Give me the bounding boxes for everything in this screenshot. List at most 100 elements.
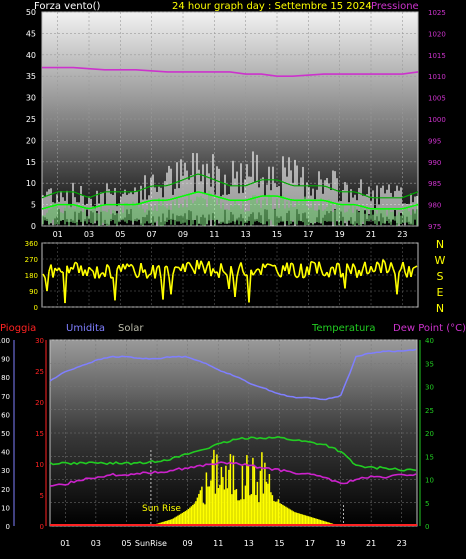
x-tick: 21 [366,539,376,548]
x-tick: 09 [178,230,188,239]
y-tick-left: 45 [26,29,36,38]
compass-label: S [437,270,444,283]
x-tick: 23 [397,230,407,239]
y-tick-temperature: 0 [425,523,429,531]
y-tick-right: 1015 [428,52,446,60]
y-tick-right: 1025 [428,9,446,17]
compass-label: W [435,254,446,267]
x-tick: 23 [397,539,407,548]
x-tick: 15 [274,539,284,548]
x-tick: 11 [209,230,219,239]
y-tick-left: 50 [26,8,36,17]
legend-item: Temperatura [311,323,376,334]
y-tick-humidity: 50 [1,430,10,438]
x-tick: 07 [147,230,157,239]
x-tick: 15 [272,230,282,239]
y-tick-rain: 25 [35,368,44,376]
direction-segment [337,263,339,264]
y-tick-humidity: 0 [6,523,10,531]
y-tick-rain: 20 [35,399,44,407]
x-tick: 21 [366,230,376,239]
x-tick: 05 [115,230,125,239]
y-tick: 180 [25,272,38,280]
y-tick-left: 35 [26,72,36,81]
y-tick: 360 [25,240,38,248]
y-tick: 0 [34,304,38,312]
legend-item: Solar [118,323,144,334]
y-tick-humidity: 60 [1,411,10,419]
y-tick-left: 40 [26,51,36,60]
y-tick-humidity: 40 [1,449,10,457]
y-tick: 270 [25,256,38,264]
direction-segment [415,266,417,267]
x-tick: 01 [60,539,70,548]
x-tick: 11 [213,539,223,548]
pressure-label: Pressione [371,1,419,12]
x-tick: 13 [241,230,251,239]
y-tick-left: 25 [26,115,36,124]
y-tick-humidity: 80 [1,374,10,382]
x-tick: 19 [335,230,345,239]
direction-segment [271,265,273,266]
y-tick-temperature: 10 [425,477,434,485]
direction-segment [149,274,151,275]
direction-segment [269,264,271,265]
compass-label: N [436,238,444,251]
x-tick: 13 [244,539,254,548]
y-tick-right: 975 [428,223,441,231]
y-tick-left: 10 [26,179,36,188]
y-tick-humidity: 30 [1,467,10,475]
y-tick-rain: 15 [35,430,44,438]
x-tick: 17 [305,539,315,548]
direction-segment [311,262,313,263]
y-tick-temperature: 25 [425,407,434,415]
direction-segment [303,277,305,278]
y-tick: 90 [29,288,38,296]
y-tick-temperature: 35 [425,360,434,368]
chart-title: 24 hour graph day : Settembre 15 2024 [172,1,372,12]
y-tick-temperature: 40 [425,337,434,345]
panel2-tick-labels: 0 90 180 270 360 [25,240,38,312]
y-tick-rain: 10 [35,461,44,469]
y-tick-left: 0 [31,222,36,231]
y-tick-rain: 5 [40,492,44,500]
compass-label: N [436,302,444,315]
wind-label: Forza vento() [34,1,101,12]
compass-label: E [437,286,444,299]
y-tick-rain: 0 [40,523,44,531]
sunrise-label: Sun Rise [142,504,181,514]
y-tick-right: 985 [428,180,441,188]
x-tick: 19 [335,539,345,548]
y-tick-temperature: 5 [425,500,429,508]
y-tick-temperature: 20 [425,430,434,438]
x-tick: 17 [303,230,313,239]
x-tick: 03 [91,539,101,548]
y-tick-left: 15 [26,158,36,167]
direction-segment [313,262,315,263]
direction-segment [291,263,293,264]
y-tick-humidity: 70 [1,393,10,401]
x-tick: 03 [84,230,94,239]
legend-item: Umidita [66,323,105,334]
y-tick-left: 5 [31,201,36,210]
x-tick: 01 [53,230,63,239]
y-tick-right: 1020 [428,30,446,38]
direction-segment [75,262,77,263]
direction-segment [413,267,415,268]
y-tick-right: 995 [428,137,441,145]
y-tick-humidity: 100 [0,337,10,345]
x-tick: 09 [183,539,193,548]
y-tick-temperature: 30 [425,384,434,392]
y-tick-temperature: 15 [425,453,434,461]
legend-item: Dew Point (°C) [393,323,466,334]
x-tick-sunrise: SunRise [135,539,167,548]
y-tick-right: 990 [428,159,441,167]
y-tick-left: 30 [26,94,36,103]
y-tick-left: 20 [26,136,36,145]
x-tick: 05 [121,539,131,548]
y-tick-right: 980 [428,202,441,210]
